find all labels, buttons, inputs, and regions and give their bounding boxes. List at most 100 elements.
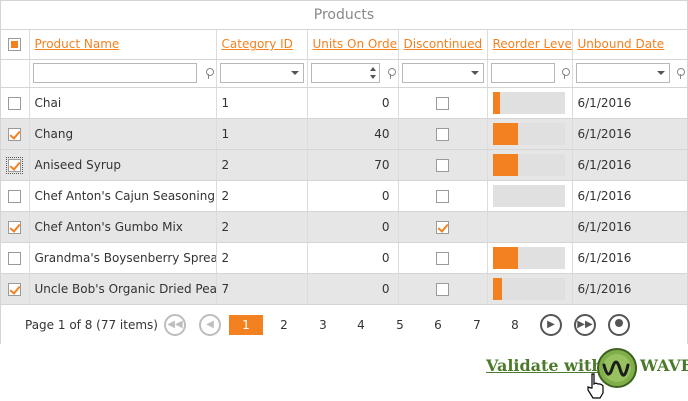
last-page-icon[interactable]: ▶▶ [574,313,596,336]
reorder-level-cell [487,149,573,181]
row-select-checkbox[interactable] [8,96,22,110]
filter-cell-unbound-date [572,59,687,88]
discontinued-checkbox[interactable] [436,220,449,234]
product-name-cell: Chef Anton's Cajun Seasoning [29,180,217,212]
page-button-7[interactable]: 7 [473,317,481,332]
category-id-cell: 2 [216,149,308,181]
unbound-date-cell: 6/1/2016 [572,211,687,243]
discontinued-checkbox[interactable] [436,189,449,203]
header-product-name[interactable]: Product Name [29,30,217,60]
table-row[interactable]: Aniseed Syrup 2 70 6/1/2016 [1,149,687,181]
filter-cell-discontinued [398,59,488,88]
category-id-cell: 2 [216,242,308,274]
filter-cell-reorder-level [487,59,573,88]
grid-body: Chai 1 0 6/1/2016 Chang 1 40 6/1/2016 Aniseed Sy… [1,87,687,305]
header-unbound-date[interactable]: Unbound Date [572,30,687,60]
hand-cursor-icon [587,373,604,399]
table-row[interactable]: Chang 1 40 6/1/2016 [1,118,687,150]
wave-validate-link[interactable]: Validate with WAVE [486,346,688,391]
next-page-icon[interactable]: ▶ [540,313,562,336]
spin-up-icon[interactable] [369,67,376,71]
reorder-level-cell [487,273,573,305]
row-select-checkbox[interactable] [8,251,22,265]
discontinued-checkbox[interactable] [436,127,449,141]
table-row[interactable]: Grandma's Boysenberry Spread 2 0 6/1/2016 [1,242,687,274]
row-select-cell[interactable] [1,87,30,119]
reorder-level-cell [487,87,573,119]
filter-discontinued-dropdown[interactable] [401,63,484,83]
units-on-order-cell: 0 [307,273,399,305]
header-discontinued[interactable]: Discontinued [398,30,488,60]
chevron-down-icon [656,71,665,75]
reorder-level-bar [492,153,565,176]
wave-link-text[interactable]: Validate with [486,356,604,375]
units-on-order-cell: 70 [307,149,399,181]
grid-table: Product Name Category ID Units On Order … [1,30,687,305]
row-select-checkbox[interactable] [8,220,22,234]
row-select-cell[interactable] [1,149,30,181]
filter-category-id-dropdown[interactable] [219,63,304,83]
page-button-5[interactable]: 5 [396,317,404,332]
page-button-3[interactable]: 3 [319,317,327,332]
table-row[interactable]: Chai 1 0 6/1/2016 [1,87,687,119]
page-button-1[interactable]: 1 [229,314,263,335]
header-reorder-level[interactable]: Reorder Level [487,30,573,60]
filter-reorder-level-input[interactable] [490,63,555,83]
filter-cell-product-name [29,59,217,88]
select-all-checkbox[interactable] [8,38,22,52]
unbound-date-cell: 6/1/2016 [572,180,687,212]
row-select-cell[interactable] [1,118,30,150]
row-select-checkbox[interactable] [8,127,22,141]
row-select-checkbox[interactable] [8,282,22,296]
unbound-date-cell: 6/1/2016 [572,87,687,119]
filter-pin-icon[interactable] [205,67,214,80]
category-id-cell: 1 [216,87,308,119]
page-button-6[interactable]: 6 [434,317,442,332]
filter-product-name-input[interactable] [32,63,197,83]
filter-empty-cell [1,59,30,88]
spin-down-icon[interactable] [369,75,376,79]
filter-row [1,59,687,88]
reorder-level-bar-fill [492,153,519,176]
prev-page-icon[interactable]: ◀ [199,313,221,336]
row-select-cell[interactable] [1,180,30,212]
table-row[interactable]: Chef Anton's Gumbo Mix 2 0 6/1/2016 [1,211,687,243]
reorder-level-cell [487,242,573,274]
category-id-cell: 2 [216,211,308,243]
product-name-cell: Chai [29,87,217,119]
page-button-8[interactable]: 8 [511,317,519,332]
filter-pin-icon[interactable] [387,67,396,80]
row-select-checkbox[interactable] [8,189,22,203]
row-select-cell[interactable] [1,273,30,305]
reorder-level-bar [492,91,565,114]
select-all-cell[interactable] [1,30,30,60]
discontinued-checkbox[interactable] [436,282,449,296]
row-select-cell[interactable] [1,242,30,274]
reorder-level-cell [487,118,573,150]
units-on-order-cell: 0 [307,87,399,119]
filter-units-spin-input[interactable] [310,63,380,83]
filter-pin-icon[interactable] [561,67,570,80]
page-button-4[interactable]: 4 [357,317,365,332]
row-select-checkbox[interactable] [6,156,24,174]
discontinued-checkbox[interactable] [436,158,449,172]
discontinued-cell [398,87,488,119]
reorder-level-bar [492,277,565,300]
reorder-level-bar-fill [492,91,500,114]
unbound-date-cell: 6/1/2016 [572,149,687,181]
table-row[interactable]: Chef Anton's Cajun Seasoning 2 0 6/1/2016 [1,180,687,212]
header-units-on-order[interactable]: Units On Order [307,30,399,60]
filter-unbound-date-dropdown[interactable] [575,63,670,83]
row-select-cell[interactable] [1,211,30,243]
page-button-2[interactable]: 2 [280,317,288,332]
discontinued-checkbox[interactable] [436,251,449,265]
header-category-id[interactable]: Category ID [216,30,308,60]
pager-info: Page 1 of 8 (77 items) [25,317,158,332]
filter-pin-icon[interactable] [676,67,685,80]
table-row[interactable]: Uncle Bob's Organic Dried Pears 7 0 6/1/201… [1,273,687,305]
category-id-cell: 2 [216,180,308,212]
grid-title: Products [1,1,687,30]
first-page-icon[interactable]: ◀◀ [164,313,186,336]
show-all-icon[interactable] [608,313,630,336]
discontinued-checkbox[interactable] [436,96,449,110]
